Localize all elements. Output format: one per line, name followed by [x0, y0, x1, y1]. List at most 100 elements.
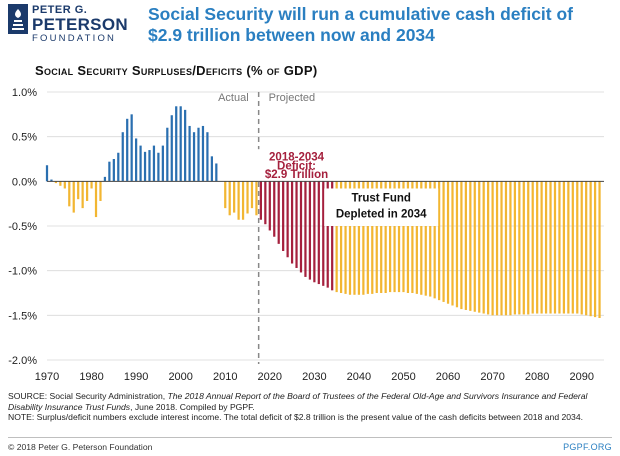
source-suffix: , June 2018. Compiled by PGPF.	[130, 401, 255, 412]
bar	[192, 132, 196, 182]
bar	[446, 181, 450, 304]
bar	[99, 181, 102, 201]
bar	[384, 181, 387, 293]
bar	[415, 181, 418, 294]
bar	[241, 181, 245, 220]
y-axis-tick-labels: 1.0% 0.5% 0.0% -0.5% -1.0% -1.5% -2.0%	[8, 87, 37, 367]
site-link[interactable]: PGPF.ORG	[563, 442, 612, 452]
bar	[424, 181, 427, 296]
bar	[85, 181, 89, 201]
bar	[362, 181, 365, 295]
bar	[464, 181, 467, 310]
bar	[393, 181, 396, 293]
bar	[215, 163, 218, 182]
bar	[331, 181, 334, 291]
x-tick-label: 2040	[347, 371, 371, 383]
bar	[540, 181, 543, 314]
bar	[94, 181, 98, 218]
deficit-annotation-background	[256, 149, 337, 180]
headline: Social Security will run a cumulative ca…	[148, 4, 573, 45]
bar	[593, 181, 597, 318]
bar	[562, 181, 566, 314]
y-tick-label: 1.0%	[12, 87, 37, 99]
deficit-annotation-line-1: 2018-2034	[269, 151, 325, 163]
y-tick-label: -0.5%	[8, 221, 37, 233]
bar	[103, 176, 107, 182]
bar	[317, 181, 320, 285]
bar	[108, 161, 111, 182]
brand-line-2: PETERSON	[32, 15, 128, 34]
bar	[59, 181, 62, 186]
x-tick-label: 1980	[79, 371, 103, 383]
bar	[500, 181, 503, 316]
bar	[210, 156, 213, 182]
bar	[536, 181, 539, 314]
bar	[188, 125, 191, 182]
foundation-emblem-icon	[8, 4, 28, 34]
bar	[567, 181, 570, 314]
bar	[339, 181, 343, 293]
bar	[553, 181, 557, 314]
bar	[81, 181, 84, 209]
bar	[558, 181, 561, 314]
bar	[366, 181, 369, 294]
bar	[152, 145, 156, 182]
y-tick-label: 0.0%	[12, 176, 37, 188]
trust-fund-annotation-line-2: Depleted in 2034	[336, 208, 427, 220]
bar	[264, 181, 267, 225]
bar	[478, 181, 481, 313]
x-tick-label: 2060	[436, 371, 460, 383]
x-tick-label: 2030	[302, 371, 326, 383]
bar	[487, 181, 490, 315]
bar	[277, 181, 280, 244]
bar	[166, 127, 169, 182]
bar	[286, 181, 289, 258]
trust-fund-annotation-background	[324, 188, 439, 226]
bar	[473, 181, 476, 312]
bar	[237, 181, 240, 220]
bar	[112, 159, 115, 182]
bar	[549, 181, 552, 314]
bar	[326, 181, 329, 288]
bar	[411, 181, 414, 293]
pgpf-logo[interactable]: PETER G. PETERSON FOUNDATION	[8, 4, 136, 44]
bar	[121, 132, 124, 182]
bars	[45, 106, 601, 319]
trust-fund-annotation-line-1: Trust Fund	[351, 192, 410, 204]
y-tick-label: 0.5%	[12, 132, 37, 144]
bar	[504, 181, 508, 316]
bar	[255, 181, 258, 216]
bar	[268, 181, 271, 231]
bar	[509, 181, 512, 316]
bar	[491, 181, 494, 316]
header: PETER G. PETERSON FOUNDATION Social Secu…	[0, 0, 620, 50]
bar	[335, 181, 338, 293]
bar	[455, 181, 459, 308]
bar	[348, 181, 352, 295]
x-axis-tick-labels: 1970 1980 1990 2000 2010 2020 2030 2040 2050 2060…	[35, 371, 594, 383]
bar	[139, 145, 142, 182]
bar	[322, 181, 325, 286]
bar	[420, 181, 423, 295]
bar	[197, 127, 200, 182]
bar	[161, 145, 164, 182]
brand-line-1: PETER G.	[32, 4, 88, 16]
bar	[290, 181, 294, 264]
bar	[233, 181, 236, 213]
bar	[598, 181, 601, 319]
bar	[495, 181, 499, 316]
x-tick-label: 1970	[35, 371, 59, 383]
bar	[157, 152, 160, 182]
bar	[429, 181, 432, 297]
bar	[522, 181, 525, 315]
bar	[228, 181, 231, 216]
bar	[304, 181, 307, 277]
deficit-annotation-line-2: Deficit:	[277, 160, 316, 172]
bar	[438, 181, 441, 301]
bar	[206, 132, 209, 182]
bar	[589, 181, 592, 317]
x-tick-label: 1990	[124, 371, 148, 383]
bar	[451, 181, 454, 306]
bar-chart: 1.0%0.5%0.0%-0.5%-1.0%-1.5%-2.0% Actual …	[8, 87, 604, 383]
bar	[299, 181, 303, 273]
